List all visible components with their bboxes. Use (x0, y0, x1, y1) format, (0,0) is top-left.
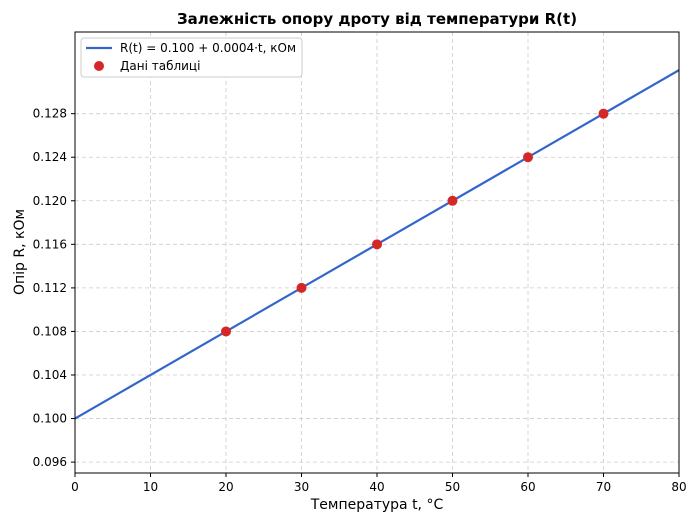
chart-title: Залежність опору дроту від температури R… (177, 10, 577, 28)
x-tick-label: 0 (71, 480, 79, 494)
y-tick-label: 0.124 (33, 150, 67, 164)
y-tick-label: 0.128 (33, 107, 67, 121)
x-tick-label: 60 (520, 480, 535, 494)
y-tick-label: 0.120 (33, 194, 67, 208)
x-axis-label: Температура t, °C (310, 497, 444, 513)
y-tick-label: 0.100 (33, 412, 67, 426)
y-tick-label: 0.116 (33, 237, 67, 251)
data-point (523, 152, 533, 163)
legend: R(t) = 0.100 + 0.0004·t, кОм Дані таблиц… (80, 37, 303, 78)
legend-box (80, 37, 303, 78)
x-tick-label: 70 (596, 480, 611, 494)
legend-label-line: R(t) = 0.100 + 0.0004·t, кОм (120, 41, 296, 55)
x-axis-ticks: 0 10 20 30 40 50 60 70 80 (71, 473, 687, 494)
y-axis-label: Опір R, кОм (12, 209, 28, 295)
y-tick-label: 0.104 (33, 368, 67, 382)
y-tick-label: 0.108 (33, 324, 67, 338)
y-axis-ticks: 0.096 0.100 0.104 0.108 0.112 0.116 0.120 0.124… (33, 107, 75, 469)
x-tick-label: 40 (369, 480, 384, 494)
legend-marker-swatch (94, 61, 104, 71)
data-point (372, 239, 382, 250)
grid (75, 32, 679, 473)
data-point (221, 326, 231, 337)
x-tick-label: 20 (218, 480, 233, 494)
data-point (598, 108, 609, 119)
data-point (447, 195, 458, 206)
x-tick-label: 50 (445, 480, 460, 494)
legend-label-points: Дані таблиці (120, 59, 200, 73)
y-tick-label: 0.112 (33, 281, 67, 295)
x-tick-label: 10 (143, 480, 158, 494)
data-point (296, 282, 307, 293)
x-tick-label: 30 (294, 480, 309, 494)
x-tick-label: 80 (671, 480, 686, 494)
plot-series (74, 69, 680, 420)
y-tick-label: 0.096 (33, 455, 67, 469)
